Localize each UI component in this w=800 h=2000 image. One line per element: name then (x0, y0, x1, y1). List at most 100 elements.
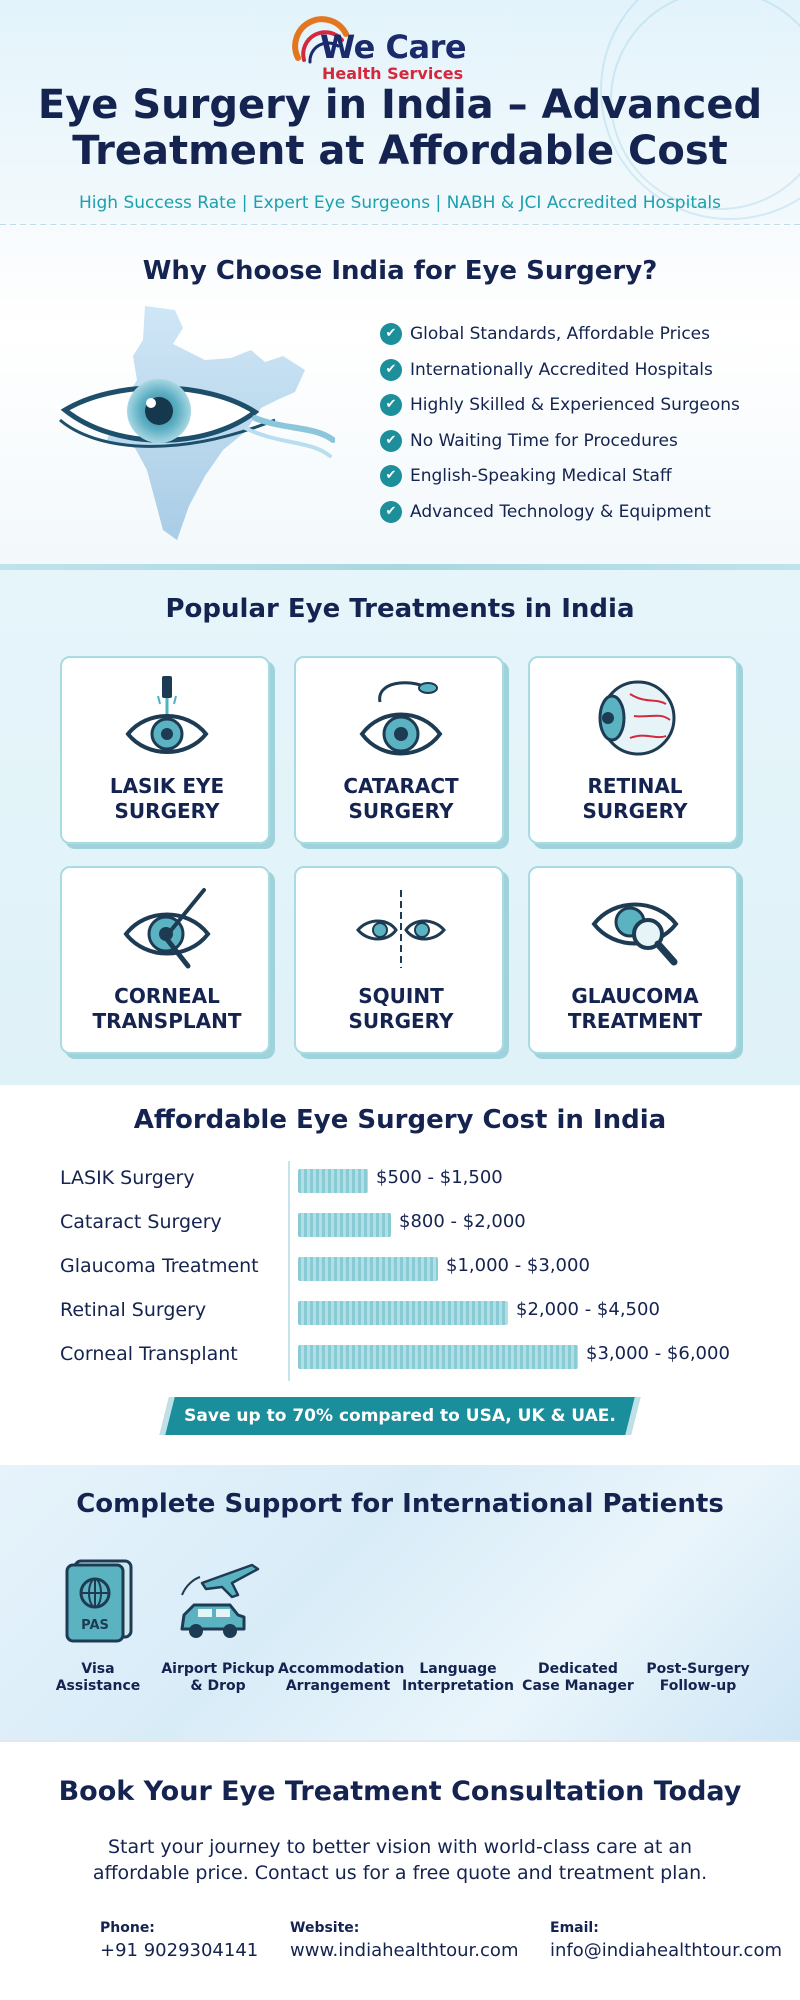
contact-phone: Phone: +91 9029304141 (100, 1920, 258, 1961)
support-label-line: Dedicated (538, 1661, 618, 1677)
support-item-language: Language Interpretation (398, 1661, 518, 1695)
list-item: ✔ No Waiting Time for Procedures (380, 429, 780, 465)
list-item: ✔ Advanced Technology & Equipment (380, 500, 780, 536)
treatments-title: Popular Eye Treatments in India (165, 594, 635, 624)
treatment-card-lasik[interactable]: LASIK EYE SURGERY (60, 656, 270, 844)
list-item-text: Internationally Accredited Hospitals (410, 359, 713, 380)
check-icon: ✔ (380, 358, 402, 381)
list-item-text: Global Standards, Affordable Prices (410, 324, 710, 344)
email-label: Email: (550, 1920, 599, 1936)
cost-row-range: $800 - $2,000 (399, 1211, 526, 1232)
cost-bar (298, 1345, 578, 1369)
divider (0, 1740, 800, 1742)
support-label-line: Follow-up (659, 1678, 737, 1694)
support-label-line: Assistance (55, 1678, 141, 1694)
support-label-line: Arrangement (285, 1678, 391, 1694)
list-item-text: No Waiting Time for Procedures (410, 430, 678, 451)
phone-link[interactable]: +91 9029304141 (100, 1940, 259, 1961)
cost-row: Retinal Surgery $2,000 - $4,500 (0, 1293, 800, 1329)
cta-line: Start your journey to better vision with… (107, 1836, 693, 1858)
treatment-card-retinal[interactable]: RETINAL SURGERY (528, 656, 738, 844)
why-list: ✔ Global Standards, Affordable Prices ✔ In… (380, 322, 780, 535)
treatment-card-label: CATARACT SURGERY (296, 774, 506, 824)
divider (0, 224, 800, 225)
cost-row-name: Corneal Transplant (60, 1343, 238, 1365)
hero-header: We Care Health Services Eye Surgery in I… (0, 0, 800, 225)
check-icon: ✔ (380, 394, 402, 416)
website-link[interactable]: www.indiahealthtour.com (290, 1940, 519, 1961)
cost-row-name: LASIK Surgery (60, 1167, 195, 1189)
cta-line: affordable price. Contact us for a free … (92, 1862, 708, 1884)
check-icon: ✔ (380, 500, 402, 523)
crossed-eyes-icon (356, 890, 446, 968)
treatment-label-line: SURGERY (114, 799, 220, 823)
why-india-section: Why Choose India for Eye Surgery? ✔ Globa… (0, 226, 800, 570)
cost-row-name: Glaucoma Treatment (60, 1255, 259, 1277)
list-item-text: Advanced Technology & Equipment (410, 501, 711, 522)
treatment-card-label: RETINAL SURGERY (530, 774, 740, 824)
phone-label: Phone: (100, 1920, 155, 1936)
savings-banner: Save up to 70% compared to USA, UK & UAE… (184, 1406, 616, 1426)
cta-description: Start your journey to better vision with… (80, 1834, 720, 1886)
list-item: ✔ Internationally Accredited Hospitals (380, 358, 780, 394)
page-title-line-1: Eye Surgery in India – Advanced (37, 82, 763, 128)
treatment-label-line: TRANSPLANT (92, 1009, 242, 1033)
list-item-text: Highly Skilled & Experienced Surgeons (410, 395, 740, 415)
contact-email: Email: info@indiahealthtour.com (550, 1920, 782, 1961)
support-label-line: Case Manager (522, 1678, 634, 1694)
support-item-case-manager: Dedicated Case Manager (518, 1661, 638, 1695)
cost-bar (298, 1213, 391, 1237)
page-title-line-2: Treatment at Affordable Cost (72, 128, 728, 174)
treatment-card-cataract[interactable]: CATARACT SURGERY (294, 656, 504, 844)
cost-row: Cataract Surgery $800 - $2,000 (0, 1205, 800, 1241)
cost-row: Corneal Transplant $3,000 - $6,000 (0, 1337, 800, 1373)
support-label-line: Visa (81, 1661, 115, 1677)
brand-logo[interactable]: We Care Health Services (290, 14, 510, 83)
decorative-swirl (610, 0, 800, 210)
eyeball-retina-icon (598, 680, 676, 756)
cost-row-name: Cataract Surgery (60, 1211, 222, 1233)
support-label-line: & Drop (190, 1678, 246, 1694)
support-section: Complete Support for International Patie… (0, 1465, 800, 1740)
cost-row-range: $2,000 - $4,500 (516, 1299, 660, 1320)
cost-row-range: $3,000 - $6,000 (586, 1343, 730, 1364)
cost-title: Affordable Eye Surgery Cost in India (133, 1105, 667, 1135)
treatment-label-line: CORNEAL (114, 984, 220, 1008)
treatment-card-label: SQUINT SURGERY (296, 984, 506, 1034)
treatment-label-line: SQUINT (358, 984, 444, 1008)
magnifier-eye-icon (591, 902, 679, 966)
support-item-follow-up: Post-Surgery Follow-up (638, 1661, 758, 1695)
cost-row: LASIK Surgery $500 - $1,500 (0, 1161, 800, 1197)
cost-row-range: $1,000 - $3,000 (446, 1255, 590, 1276)
treatment-label-line: CATARACT (343, 774, 459, 798)
list-item: ✔ Global Standards, Affordable Prices (380, 322, 780, 358)
india-map-eye-icon (59, 306, 335, 540)
check-icon: ✔ (380, 429, 402, 452)
passport-icon: PAS (65, 1559, 133, 1643)
passport-text: PAS (81, 1618, 109, 1633)
consultation-section: Book Your Eye Treatment Consultation Tod… (0, 1742, 800, 2000)
treatment-card-corneal[interactable]: CORNEAL TRANSPLANT (60, 866, 270, 1054)
list-item: ✔ English-Speaking Medical Staff (380, 464, 780, 500)
support-label-line: Airport Pickup (161, 1661, 275, 1677)
website-label: Website: (290, 1920, 360, 1936)
why-section-title: Why Choose India for Eye Surgery? (142, 256, 658, 286)
cta-title: Book Your Eye Treatment Consultation Tod… (58, 1776, 742, 1807)
treatment-label-line: RETINAL (587, 774, 683, 798)
support-title: Complete Support for International Patie… (76, 1489, 724, 1519)
brand-name: We Care (320, 28, 467, 66)
email-link[interactable]: info@indiahealthtour.com (550, 1940, 782, 1961)
treatment-card-glaucoma[interactable]: GLAUCOMA TREATMENT (528, 866, 738, 1054)
support-label-line: Post-Surgery (646, 1661, 750, 1677)
laser-eye-icon (125, 676, 209, 754)
treatment-card-squint[interactable]: SQUINT SURGERY (294, 866, 504, 1054)
contact-website: Website: www.indiahealthtour.com (290, 1920, 518, 1961)
support-item-accommodation: Accommodation Arrangement (278, 1661, 404, 1695)
list-item-text: English-Speaking Medical Staff (410, 466, 672, 486)
cost-row-range: $500 - $1,500 (376, 1167, 503, 1188)
treatment-card-label: GLAUCOMA TREATMENT (530, 984, 740, 1034)
check-icon: ✔ (380, 465, 402, 487)
divider (0, 564, 800, 570)
treatment-label-line: TREATMENT (567, 1009, 703, 1033)
treatment-card-label: CORNEAL TRANSPLANT (62, 984, 272, 1034)
